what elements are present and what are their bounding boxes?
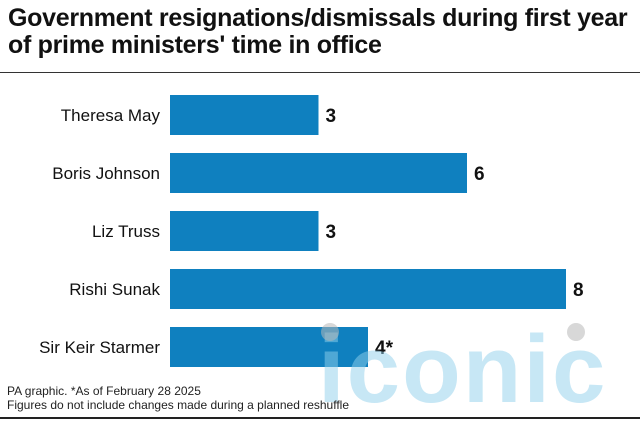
- bar: [170, 211, 319, 251]
- category-label: Boris Johnson: [52, 164, 160, 183]
- title-divider: [0, 72, 640, 73]
- bar-chart: Theresa May 3 Boris Johnson 6 Liz Truss 3 Rish…: [39, 95, 584, 367]
- bar: [170, 153, 467, 193]
- value-label: 4*: [375, 338, 394, 359]
- bottom-divider: [0, 417, 640, 419]
- footnote: PA graphic. *As of February 28 2025 Figu…: [7, 384, 349, 412]
- category-label: Sir Keir Starmer: [39, 338, 160, 357]
- value-label: 3: [326, 222, 337, 243]
- watermark-dot-right: [567, 323, 585, 341]
- watermark-dot-left: [321, 323, 339, 341]
- category-label: Liz Truss: [92, 222, 160, 241]
- bar: [170, 95, 319, 135]
- watermark-text: iconic: [318, 316, 607, 408]
- footnote-note: Figures do not include changes made duri…: [7, 398, 350, 412]
- value-label: 3: [326, 106, 337, 127]
- value-label: 8: [573, 280, 584, 301]
- category-label: Theresa May: [61, 106, 161, 125]
- iconic-watermark: iconic: [318, 316, 607, 408]
- bar: [170, 269, 566, 309]
- category-label: Rishi Sunak: [69, 280, 160, 299]
- value-label: 6: [474, 164, 485, 185]
- chart-title: Government resignations/dismissals durin…: [8, 4, 628, 59]
- footnote-source: PA graphic. *As of February 28 2025: [7, 384, 201, 398]
